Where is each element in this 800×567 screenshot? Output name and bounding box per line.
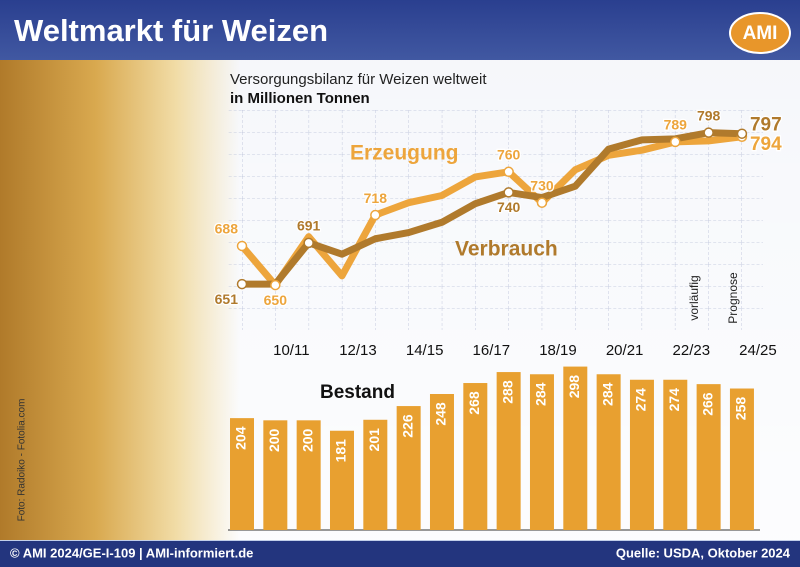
bar bbox=[230, 418, 254, 530]
subtitle: Versorgungsbilanz für Weizen weltweit bbox=[230, 71, 487, 88]
bar bbox=[429, 394, 454, 530]
bar bbox=[563, 366, 588, 530]
bar bbox=[529, 374, 554, 530]
point-marker bbox=[670, 136, 681, 148]
point-marker bbox=[736, 128, 748, 139]
footer-bar bbox=[0, 541, 800, 567]
point-marker bbox=[703, 127, 714, 138]
footer-right: Quelle: USDA, Oktober 2024 bbox=[616, 545, 791, 560]
bar bbox=[396, 406, 421, 530]
series-line bbox=[239, 133, 743, 289]
series-name: Verbrauch bbox=[455, 238, 558, 261]
bar bbox=[696, 384, 721, 530]
data-label: 718 bbox=[364, 190, 388, 206]
footer-left: © AMI 2024/GE-I-109 | AMI-informiert.de bbox=[10, 545, 253, 560]
bar bbox=[263, 420, 288, 530]
point-marker bbox=[536, 197, 548, 208]
point-marker bbox=[503, 187, 514, 198]
bar bbox=[663, 379, 688, 530]
photo-credit: Foto: Radoiko - Fotolia.com bbox=[17, 399, 28, 522]
series-name: Erzeugung bbox=[350, 142, 459, 165]
bar-label: 258 bbox=[733, 397, 749, 421]
logo-text: AMI bbox=[743, 23, 778, 44]
bar-label: 226 bbox=[399, 414, 415, 438]
bar-label: 201 bbox=[366, 428, 382, 452]
bar bbox=[729, 388, 754, 530]
bar-label: 200 bbox=[266, 428, 282, 452]
x-tick-label: 24/25 bbox=[739, 342, 777, 359]
bar-title: Bestand bbox=[320, 382, 395, 403]
data-label: 691 bbox=[297, 218, 321, 234]
title: Weltmarkt für Weizen bbox=[14, 13, 328, 48]
bar-label: 268 bbox=[466, 391, 482, 415]
bar-label: 284 bbox=[533, 382, 549, 406]
bar bbox=[329, 430, 354, 530]
bar bbox=[296, 420, 321, 530]
data-label: 650 bbox=[264, 292, 288, 308]
annotation: vorläufig bbox=[687, 275, 701, 320]
bar bbox=[463, 383, 488, 530]
point-marker bbox=[236, 240, 248, 252]
bar-label: 284 bbox=[599, 382, 615, 406]
bar bbox=[629, 379, 654, 530]
unit: in Millionen Tonnen bbox=[230, 90, 370, 107]
data-label: 760 bbox=[497, 147, 521, 163]
x-tick-label: 16/17 bbox=[473, 342, 511, 359]
point-marker bbox=[503, 166, 514, 178]
point-marker bbox=[236, 278, 248, 290]
point-marker bbox=[303, 237, 314, 249]
bar-label: 288 bbox=[499, 380, 515, 404]
bar-label: 200 bbox=[299, 428, 315, 452]
data-label: 730 bbox=[530, 177, 554, 193]
x-tick-label: 10/11 bbox=[273, 342, 309, 359]
x-tick-label: 12/13 bbox=[339, 342, 377, 359]
x-tick-label: 14/15 bbox=[406, 342, 444, 359]
bar-label: 181 bbox=[333, 439, 349, 463]
data-label: 794 bbox=[750, 134, 782, 155]
data-label: 688 bbox=[215, 221, 239, 237]
bar bbox=[496, 372, 521, 530]
bar-label: 298 bbox=[566, 375, 582, 399]
series-line bbox=[242, 129, 743, 288]
data-label: 740 bbox=[497, 199, 521, 215]
x-tick-label: 20/21 bbox=[606, 342, 644, 359]
bar bbox=[363, 419, 388, 530]
bar-label: 204 bbox=[233, 426, 249, 450]
data-label: 797 bbox=[750, 115, 782, 136]
point-marker bbox=[270, 279, 281, 291]
x-tick-label: 18/19 bbox=[539, 342, 577, 359]
bar-label: 248 bbox=[433, 402, 449, 426]
x-tick-label: 22/23 bbox=[673, 342, 711, 359]
bar bbox=[596, 374, 621, 530]
annotation: Prognose bbox=[726, 272, 740, 324]
data-label: 798 bbox=[697, 107, 721, 123]
bar-label: 266 bbox=[699, 392, 715, 416]
bar-label: 274 bbox=[666, 388, 682, 412]
bar-label: 274 bbox=[633, 388, 649, 412]
data-label: 651 bbox=[215, 291, 239, 307]
data-label: 789 bbox=[664, 117, 688, 133]
point-marker bbox=[370, 209, 381, 221]
logo bbox=[729, 12, 791, 54]
